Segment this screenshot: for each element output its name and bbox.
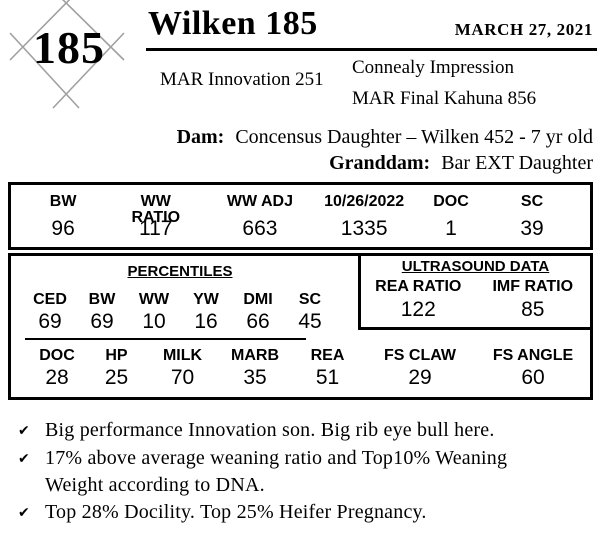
note-text: Top 28% Docility. Top 25% Heifer Pregnan…	[45, 501, 427, 523]
percentiles-header-row: CED BW WW YW DMI SC	[24, 292, 336, 308]
column-header: REA	[310, 347, 345, 364]
stat-value: 39	[520, 217, 544, 240]
dam-line: Dam: Concensus Daughter – Wilken 452 - 7…	[177, 126, 593, 148]
stat-value: 69	[90, 310, 114, 333]
ultrasound-title: ULTRASOUND DATA	[401, 258, 550, 275]
stat-value: 85	[521, 298, 545, 321]
percentiles-title: PERCENTILES	[127, 263, 233, 280]
stat-value: 28	[45, 366, 69, 389]
ultrasound-box: ULTRASOUND DATA REA RATIO IMF RATIO 122 …	[358, 253, 593, 330]
column-header: DMI	[243, 291, 273, 308]
stat-value: 1	[445, 217, 457, 240]
sire-name: MAR Innovation 251	[160, 69, 324, 90]
percentiles-divider	[25, 338, 306, 340]
performance-value-row: 96 117 663 1335 1 39	[11, 218, 590, 240]
performance-table: BW WW RATIO WW ADJ 10/26/2022 DOC SC 96 …	[8, 182, 593, 250]
epd-value-row: 28 25 70 35 51 29 60	[27, 367, 590, 389]
column-header: WW	[138, 291, 170, 308]
stat-value: 122	[400, 298, 436, 321]
column-header: SC	[298, 291, 322, 308]
column-header: MILK	[162, 347, 203, 364]
dam-value: Concensus Daughter – Wilken 452 - 7 yr o…	[235, 126, 593, 148]
page-title: Wilken 185	[148, 5, 318, 42]
column-header: WW RATIO	[131, 193, 181, 226]
column-header: FS CLAW	[384, 347, 456, 364]
stat-value: 663	[242, 217, 278, 240]
percentiles-table: PERCENTILES CED BW WW YW DMI SC 69 69 10…	[8, 253, 593, 400]
column-header: BW	[49, 193, 77, 210]
column-header: 10/26/2022	[324, 193, 405, 210]
sale-date: MARCH 27, 2021	[454, 20, 593, 39]
column-header: IMF RATIO	[492, 278, 574, 295]
diamond-brand-icon	[9, 0, 125, 109]
column-header: BW	[88, 291, 116, 308]
note-text: 17% above average weaning ratio and Top1…	[45, 447, 508, 496]
column-header: REA RATIO	[375, 278, 462, 295]
list-item: ✔ Big performance Innovation son. Big ri…	[18, 417, 590, 445]
title-underline	[146, 48, 597, 51]
column-header: WW ADJ	[226, 193, 293, 210]
column-header: SC	[520, 193, 544, 210]
stat-value: 60	[521, 366, 545, 389]
sire-dam-name: MAR Final Kahuna 856	[352, 88, 537, 109]
stat-value: 35	[243, 366, 267, 389]
stat-value: 29	[408, 366, 432, 389]
checkmark-icon: ✔	[18, 423, 30, 439]
stat-value: 1335	[340, 217, 388, 240]
performance-header-row: BW WW RATIO WW ADJ 10/26/2022 DOC SC	[11, 194, 590, 226]
epd-header-row: DOC HP MILK MARB REA FS CLAW FS ANGLE	[27, 348, 590, 364]
list-item: ✔ Top 28% Docility. Top 25% Heifer Pregn…	[18, 499, 590, 527]
checkmark-icon: ✔	[18, 451, 30, 467]
granddam-line: Granddam: Bar EXT Daughter	[329, 152, 593, 174]
column-header: HP	[105, 347, 128, 364]
stat-value: 16	[194, 310, 218, 333]
notes-list: ✔ Big performance Innovation son. Big ri…	[18, 417, 590, 527]
checkmark-icon: ✔	[18, 505, 30, 521]
stat-value: 117	[139, 217, 173, 240]
lot-number: 185	[33, 22, 105, 73]
ultrasound-value-row: 122 85	[361, 299, 590, 321]
ultrasound-header-row: REA RATIO IMF RATIO	[361, 279, 590, 295]
note-text: Big performance Innovation son. Big rib …	[45, 419, 495, 441]
stat-value: 51	[315, 366, 340, 389]
percentiles-value-row: 69 69 10 16 66 45	[24, 311, 336, 333]
stat-value: 10	[142, 310, 166, 333]
column-header: CED	[33, 291, 67, 308]
column-header: DOC	[39, 347, 75, 364]
stat-value: 45	[298, 310, 322, 333]
list-item: ✔ 17% above average weaning ratio and To…	[18, 445, 590, 499]
sire-sire-name: Connealy Impression	[352, 57, 515, 78]
granddam-label: Granddam:	[329, 152, 431, 174]
column-header: DOC	[433, 193, 469, 210]
stat-value: 69	[38, 310, 62, 333]
stat-value: 70	[170, 366, 195, 389]
column-header: FS ANGLE	[492, 347, 574, 364]
dam-label: Dam:	[176, 126, 225, 148]
granddam-value: Bar EXT Daughter	[441, 152, 593, 174]
column-header: YW	[193, 291, 219, 308]
stat-value: 25	[104, 366, 129, 389]
lot-badge: 185	[4, 0, 134, 112]
stat-value: 66	[246, 310, 270, 333]
stat-value: 96	[51, 217, 75, 240]
column-header: MARB	[231, 347, 279, 364]
